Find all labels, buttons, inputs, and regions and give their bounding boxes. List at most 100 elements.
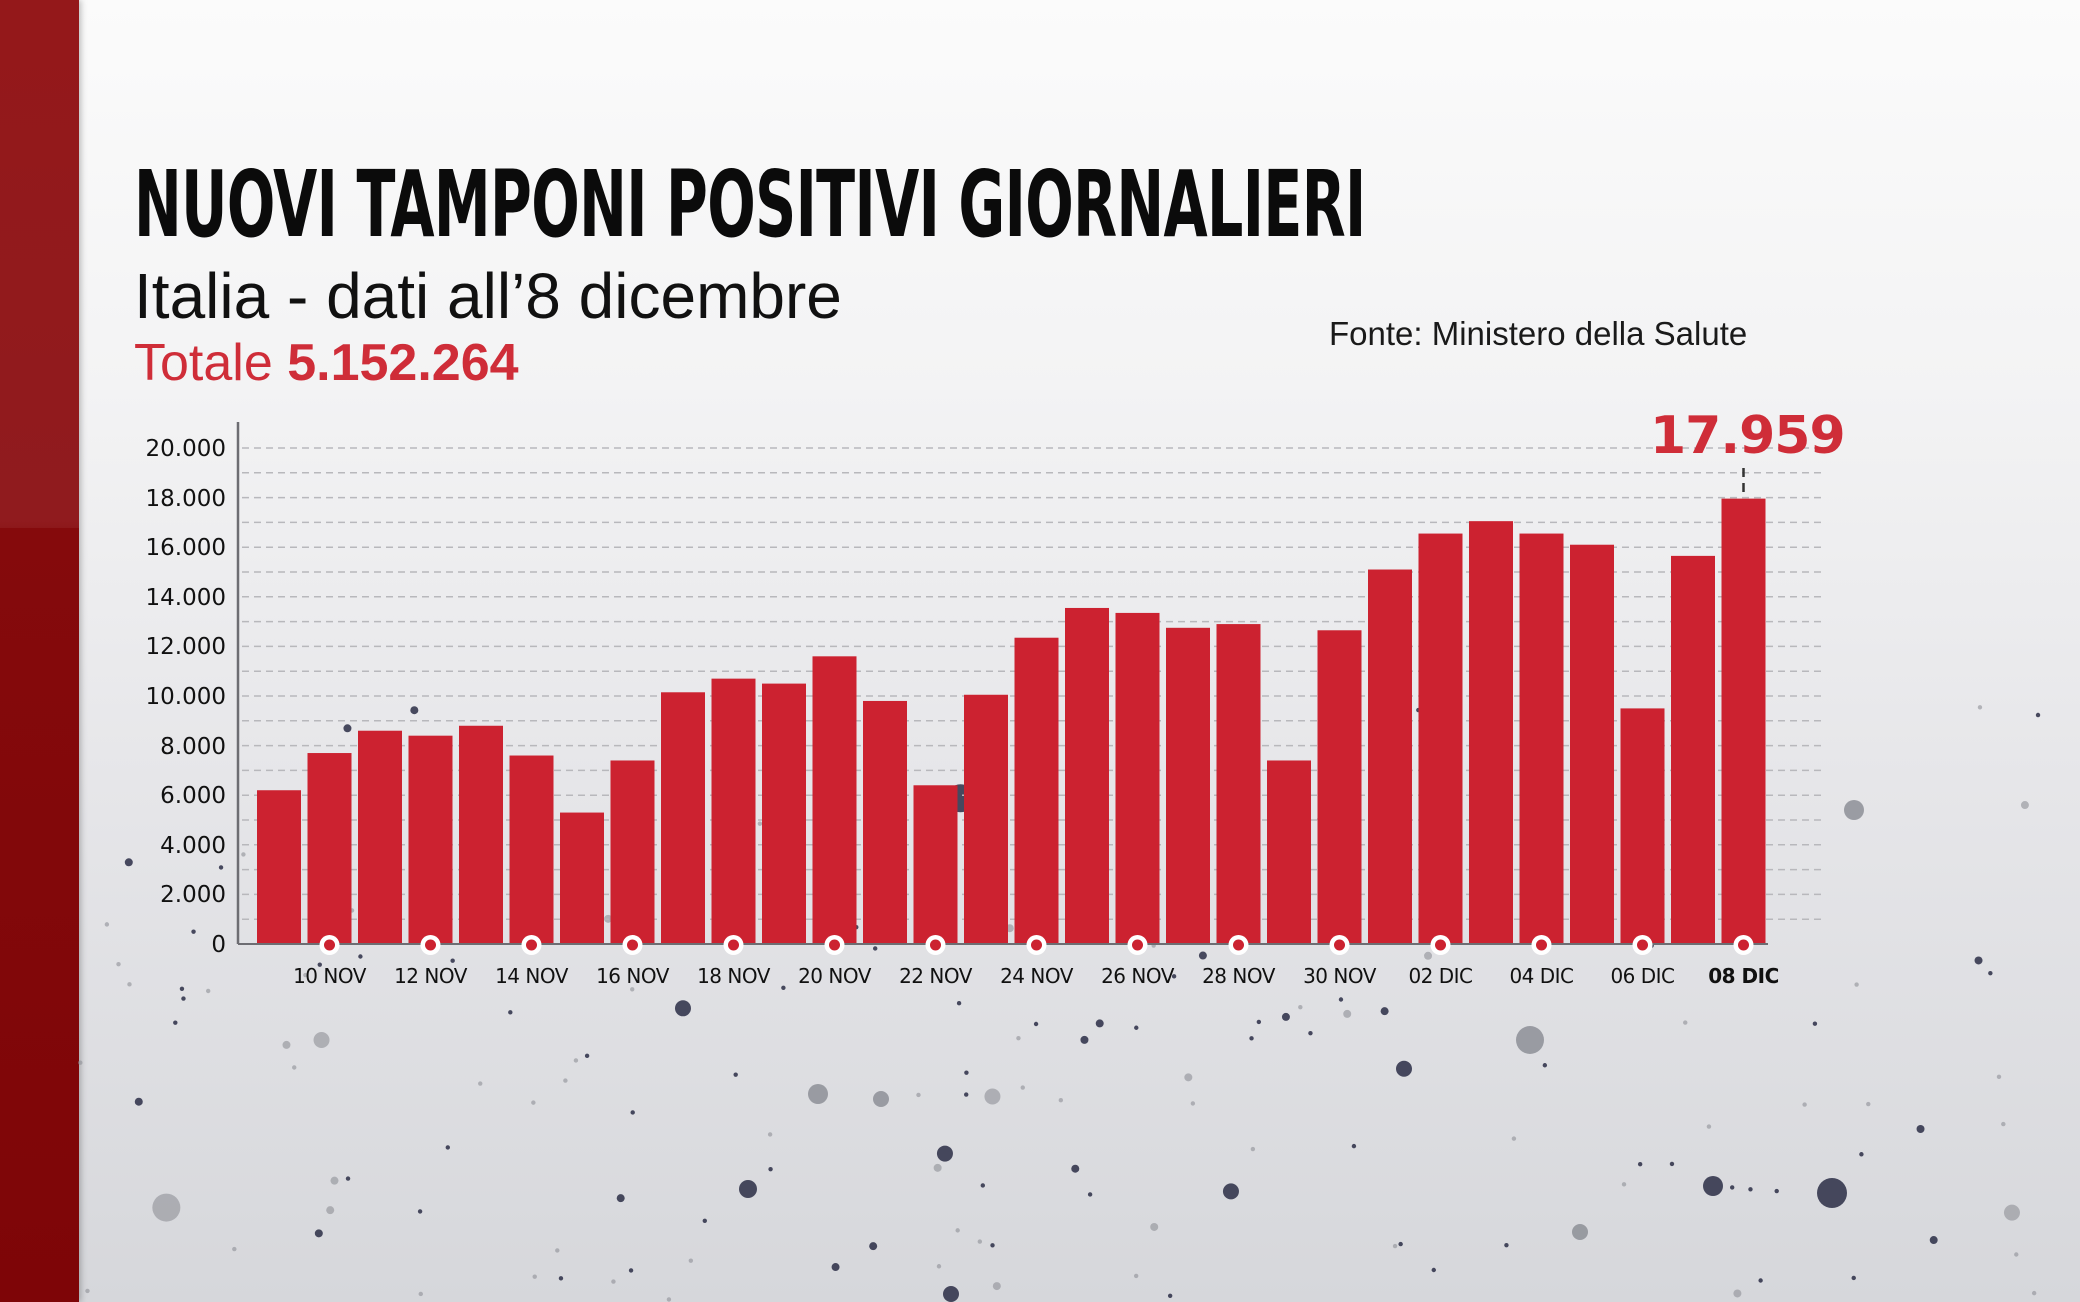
background-dot — [688, 1258, 694, 1263]
background-dot — [1431, 1267, 1436, 1273]
background-dot — [418, 1291, 423, 1297]
background-dot — [232, 1246, 237, 1252]
background-dot — [1398, 1241, 1403, 1247]
background-dot — [445, 1145, 450, 1150]
background-dot — [1222, 1183, 1239, 1200]
background-dot — [1256, 1019, 1262, 1025]
bar-11-nov — [358, 730, 402, 944]
background-dot — [630, 987, 635, 992]
y-tick-label: 20.000 — [145, 436, 226, 462]
bar-25-nov — [1065, 607, 1109, 944]
background-dot — [964, 1070, 969, 1075]
bar-22-nov — [913, 785, 958, 944]
background-dot — [173, 1020, 178, 1025]
tick-marker-dot — [1031, 939, 1042, 951]
background-dot — [2035, 712, 2041, 718]
bar-06-dic — [1620, 708, 1665, 944]
background-dot — [317, 962, 322, 967]
background-dot — [956, 1001, 962, 1006]
source-credit: Fonte: Ministero della Salute — [1329, 315, 1748, 352]
y-tick-label: 12.000 — [145, 634, 226, 661]
bar-16-nov — [610, 760, 655, 944]
background-dot — [767, 1132, 773, 1137]
background-dot — [933, 1163, 942, 1172]
background-dot — [1929, 1236, 1938, 1245]
background-dot — [85, 1288, 90, 1294]
background-dot — [1817, 1178, 1847, 1208]
bar-30-nov — [1317, 630, 1362, 944]
background-dot — [191, 929, 196, 934]
background-dot — [980, 1183, 986, 1188]
background-dot — [2020, 801, 2029, 810]
x-tick-label: 22 NOV — [899, 964, 972, 988]
background-dot — [555, 1248, 560, 1253]
bar-07-dic — [1671, 555, 1715, 944]
bar-12-nov — [408, 735, 453, 944]
background-dot — [179, 986, 185, 991]
background-dot — [1758, 1278, 1763, 1283]
background-dot — [1380, 1007, 1389, 1016]
y-tick-label: 10.000 — [145, 684, 226, 710]
background-dot — [1542, 1063, 1548, 1068]
background-dot — [1516, 1026, 1544, 1054]
x-tick-markers — [319, 935, 1754, 955]
background-dot — [2003, 1204, 2020, 1221]
background-dot — [977, 1239, 983, 1244]
y-tick-label: 8.000 — [160, 733, 226, 760]
background-dot — [116, 961, 121, 967]
background-dot — [1729, 1185, 1735, 1190]
background-dot — [1298, 1004, 1303, 1010]
x-tick-label: 26 NOV — [1101, 964, 1174, 988]
bars — [257, 498, 1766, 944]
background-dot — [1058, 1098, 1064, 1103]
background-dot — [2014, 1252, 2019, 1257]
background-dot — [1338, 997, 1344, 1002]
bar-02-dic — [1418, 533, 1463, 944]
background-dot — [964, 1092, 969, 1097]
background-dot — [1706, 1124, 1712, 1129]
background-dot — [1250, 1146, 1256, 1152]
background-dot — [417, 1209, 423, 1214]
background-dot — [1016, 1035, 1021, 1041]
background-dot — [666, 1297, 672, 1302]
tick-marker-dot — [425, 939, 436, 951]
bar-18-nov — [711, 678, 756, 944]
background-dot — [124, 858, 133, 867]
total-line: Totale 5.152.264 — [134, 332, 519, 394]
background-dot — [573, 1058, 579, 1063]
background-dot — [1351, 1143, 1357, 1149]
background-dot — [1748, 1187, 1753, 1192]
background-dot — [450, 958, 455, 963]
background-dot — [358, 954, 363, 959]
background-dot — [152, 1193, 181, 1222]
x-tick-label: 02 DIC — [1408, 964, 1473, 988]
bar-01-dic — [1368, 569, 1412, 944]
background-dot — [303, 972, 308, 978]
tick-marker-dot — [324, 939, 335, 951]
background-dot — [2001, 1121, 2006, 1127]
background-dot — [478, 1081, 483, 1086]
tick-marker-dot — [1435, 939, 1446, 951]
background-dot — [181, 996, 186, 1001]
background-dot — [872, 946, 878, 951]
background-dot — [1150, 1222, 1159, 1231]
bar-13-nov — [459, 725, 503, 944]
background-dot — [1977, 705, 1983, 710]
background-dot — [757, 821, 763, 826]
tick-marker-dot — [1334, 939, 1345, 951]
background-dot — [127, 982, 132, 987]
background-dot — [1133, 1273, 1139, 1279]
background-dot — [869, 1242, 878, 1251]
background-dot — [1572, 1224, 1588, 1240]
background-dot — [104, 922, 110, 927]
bar-24-nov — [1014, 637, 1059, 944]
bar-05-dic — [1570, 544, 1614, 944]
background-dot — [218, 865, 224, 870]
background-dot — [1343, 1009, 1352, 1018]
background-dot — [873, 1091, 889, 1107]
bar-29-nov — [1267, 760, 1311, 944]
background-dot — [831, 1263, 840, 1272]
background-dot — [702, 1218, 707, 1224]
background-dot — [1859, 1152, 1864, 1157]
background-dot — [943, 1286, 959, 1302]
